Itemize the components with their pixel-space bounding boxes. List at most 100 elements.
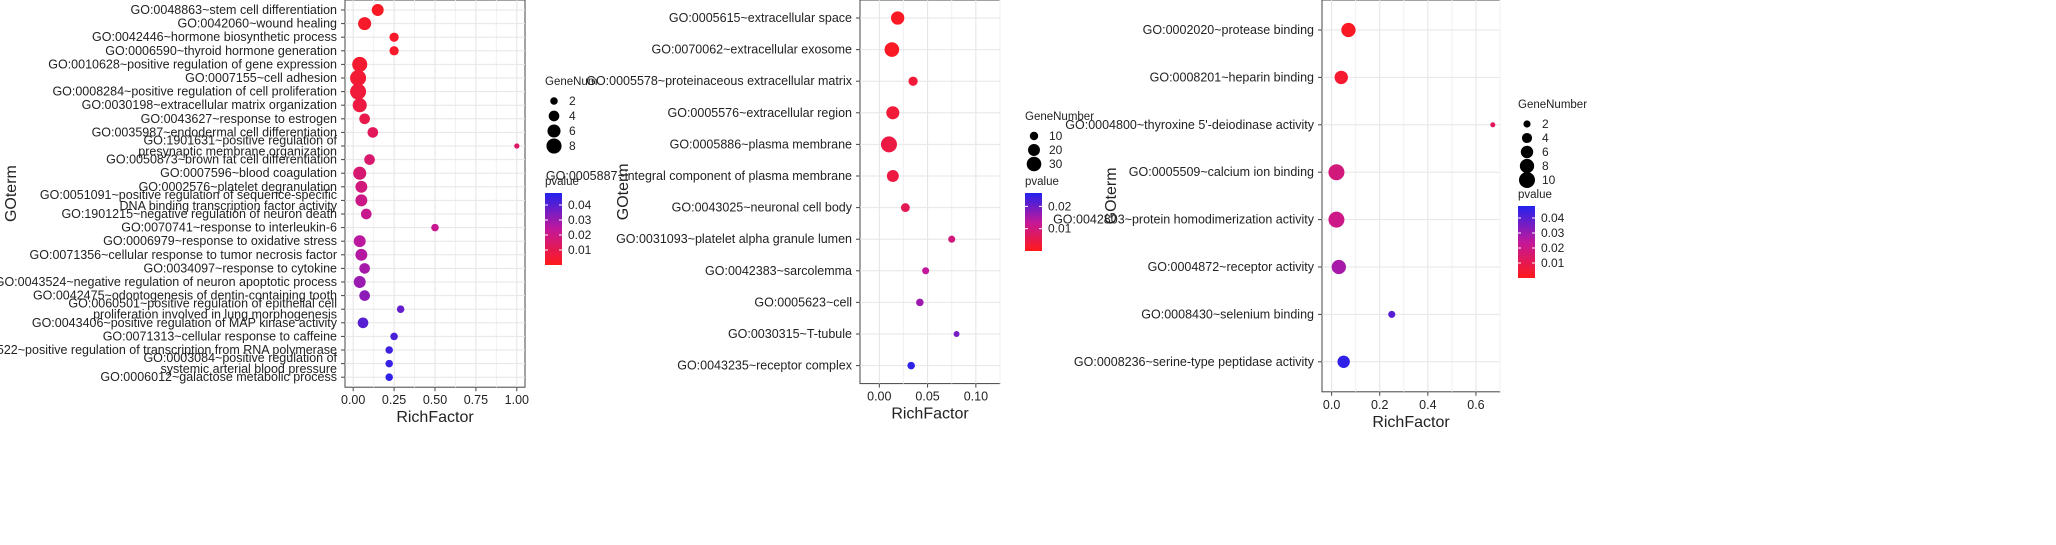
size-legend-dot [548,110,560,122]
y-tick-label: GO:1901631~positive regulation of presyna… [138,134,337,159]
data-point [371,4,384,16]
data-point [1331,259,1346,275]
data-point [884,42,900,57]
data-point [350,83,367,100]
y-tick-label-line: GO:0030315~T-tubule [728,327,852,341]
size-legend-label: 2 [1542,117,1549,131]
data-point [353,166,367,180]
x-tick-label: 0.00 [341,393,365,407]
size-legend-dot [1520,145,1534,159]
y-tick-label-line: GO:0005623~cell [754,295,852,309]
size-legend-dot [1523,120,1531,128]
color-legend-bar [1025,193,1042,251]
y-tick-label-line: GO:0007155~cell adhesion [185,71,337,85]
data-point [355,194,368,207]
y-tick-label: GO:0010628~positive regulation of gene e… [48,57,337,71]
y-tick-label-line: DNA binding transcription factor activit… [120,199,338,213]
color-legend-label: 0.03 [568,213,592,227]
y-tick-label-line: GO:0048863~stem cell differentiation [131,3,338,17]
y-tick-label: GO:0008236~serine-type peptidase activit… [1074,355,1315,369]
y-tick-label-line: GO:0005615~extracellular space [669,11,852,25]
y-tick-label: GO:0004800~thyroxine 5'-deiodinase activ… [1065,118,1314,132]
y-tick-label-line: GO:0042475~odontogenesis of dentin-conta… [33,289,337,303]
y-tick-label-line: GO:0002576~platelet degranulation [139,180,337,194]
y-tick-label-line: GO:0042803~protein homodimerization acti… [1053,213,1315,227]
size-legend-label: 10 [1542,173,1556,187]
y-tick-label: GO:0051091~positive regulation of sequen… [40,188,338,213]
color-legend-title: pvalue [1025,176,1059,188]
data-point [359,263,370,274]
y-tick-label: GO:0030315~T-tubule [728,327,852,341]
y-tick-label-line: GO:0008284~positive regulation of cell p… [52,85,337,99]
data-point [900,203,910,213]
y-tick-label-line: GO:0043627~response to estrogen [141,112,337,126]
y-tick-label-line: GO:0007596~blood coagulation [160,166,337,180]
x-axis-title: RichFactor [396,409,474,426]
y-tick-label-line: GO:0031093~platelet alpha granule lumen [616,232,852,246]
y-tick-label-line: GO:1901215~negative regulation of neuron… [61,207,337,221]
y-tick-label-line: GO:0043235~receptor complex [677,359,853,373]
y-tick-label-line: GO:0005887~integral component of plasma … [546,169,852,183]
y-tick-label: GO:0071313~cellular response to caffeine [103,329,337,343]
x-tick-label: 0.2 [1371,398,1388,412]
size-legend-label: 4 [569,109,576,123]
color-legend-label: 0.01 [568,243,592,257]
data-point [922,267,930,275]
chart-1: GO:0048863~stem cell differentiation GO:0… [0,0,597,426]
chart-3: GO:0002020~protease binding GO:0008201~he… [1053,0,1587,431]
y-tick-label-line: GO:0008430~selenium binding [1141,307,1314,321]
y-tick-label: GO:0002576~platelet degranulation [139,180,337,194]
y-tick-label-line: GO:0042383~sarcolemma [705,264,852,278]
color-legend-label: 0.04 [568,198,592,212]
data-point [389,46,399,56]
x-axis-title: RichFactor [1372,414,1450,431]
data-point [367,127,379,138]
y-tick-label: GO:0042475~odontogenesis of dentin-conta… [33,289,337,303]
y-tick-label-line: GO:1901522~positive regulation of transc… [0,343,337,357]
size-legend-label: 8 [1542,159,1549,173]
y-tick-label: GO:0043627~response to estrogen [141,112,337,126]
data-point [353,235,366,248]
size-legend-label: 30 [1049,157,1063,171]
y-tick-label-line: GO:0003084~positive regulation of [143,351,337,365]
x-tick-label: 0.05 [915,390,939,404]
y-tick-label: GO:0008430~selenium binding [1141,307,1314,321]
y-tick-label-line: GO:0034097~response to cytokine [143,261,337,275]
y-tick-label-line: GO:0043025~neuronal cell body [672,201,853,215]
y-tick-label: GO:1901215~negative regulation of neuron… [61,207,337,221]
y-tick-label-line: GO:0071313~cellular response to caffeine [103,329,337,343]
size-legend-dot [1029,131,1039,141]
y-tick-label: GO:0003084~positive regulation of systemi… [143,351,337,376]
data-point [880,136,897,153]
y-tick-label: GO:0004872~receptor activity [1148,260,1315,274]
size-legend-label: 6 [569,124,576,138]
y-tick-label-line: presynaptic membrane organization [138,145,337,159]
y-tick-label: GO:0005509~calcium ion binding [1129,165,1314,179]
y-tick-label-line: GO:0035987~endodermal cell differentiati… [92,125,337,139]
data-point [886,106,900,120]
size-legend-label: 10 [1049,129,1063,143]
data-point [890,11,905,25]
y-tick-label-line: GO:0008201~heparin binding [1150,70,1314,84]
color-legend-label: 0.03 [1541,226,1565,240]
size-legend-label: 4 [1542,131,1549,145]
x-tick-label: 0.00 [867,390,891,404]
plot-panel [859,0,1001,385]
y-tick-label: GO:0006012~galactose metabolic process [100,370,337,384]
y-tick-label: GO:0005623~cell [754,295,852,309]
y-tick-label: GO:0005578~proteinaceous extracellular m… [586,74,853,88]
data-point [1328,164,1345,181]
y-tick-label-line: GO:0005578~proteinaceous extracellular m… [586,74,853,88]
y-tick-label-line: proliferation involved in lung morphogen… [93,308,337,322]
y-tick-label: GO:0007155~cell adhesion [185,71,337,85]
y-tick-label: GO:0070062~extracellular exosome [652,43,853,57]
data-point [514,143,520,149]
y-tick-label: GO:0008284~positive regulation of cell p… [52,85,337,99]
color-legend-title: pvalue [1518,189,1552,201]
y-tick-label: GO:0043406~positive regulation of MAP ki… [32,316,338,330]
data-point [364,154,375,165]
size-legend-title: GeneNumber [1518,99,1587,111]
y-tick-label: GO:0070741~response to interleukin-6 [121,221,337,235]
y-tick-label: GO:0042803~protein homodimerization acti… [1053,213,1315,227]
